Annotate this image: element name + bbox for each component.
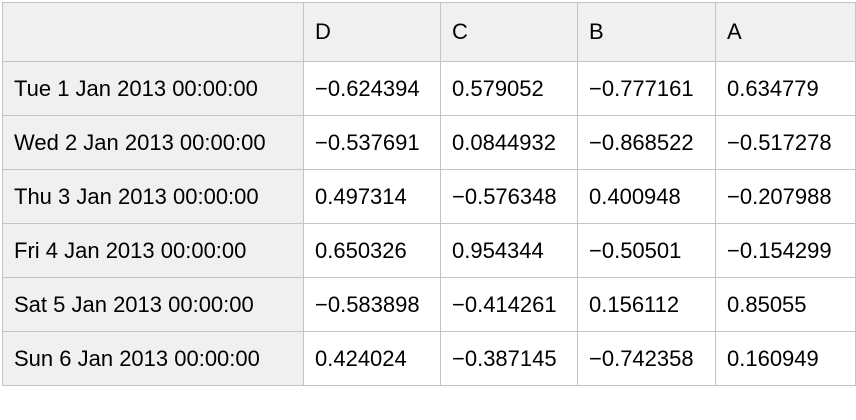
column-header-a: A [715, 2, 856, 62]
cell: −0.414261 [440, 277, 578, 332]
cell: 0.85055 [715, 277, 856, 332]
table-body: Tue 1 Jan 2013 00:00:00 −0.624394 0.579052… [2, 61, 856, 386]
table-row: Tue 1 Jan 2013 00:00:00 −0.624394 0.579052… [2, 61, 856, 116]
cell: 0.0844932 [440, 115, 578, 170]
column-header-b: B [577, 2, 716, 62]
cell: 0.497314 [303, 169, 441, 224]
cell: −0.868522 [577, 115, 716, 170]
cell: −0.742358 [577, 331, 716, 386]
cell: 0.579052 [440, 61, 578, 116]
column-header-c: C [440, 2, 578, 62]
cell: −0.537691 [303, 115, 441, 170]
row-label: Tue 1 Jan 2013 00:00:00 [2, 61, 304, 116]
cell: −0.576348 [440, 169, 578, 224]
cell: 0.156112 [577, 277, 716, 332]
cell: −0.583898 [303, 277, 441, 332]
table-row: Thu 3 Jan 2013 00:00:00 0.497314 −0.576348… [2, 169, 856, 224]
cell: −0.154299 [715, 223, 856, 278]
cell: −0.207988 [715, 169, 856, 224]
cell: 0.650326 [303, 223, 441, 278]
table-row: Fri 4 Jan 2013 00:00:00 0.650326 0.954344−… [2, 223, 856, 278]
row-label: Thu 3 Jan 2013 00:00:00 [2, 169, 304, 224]
row-label: Sat 5 Jan 2013 00:00:00 [2, 277, 304, 332]
table-row: Wed 2 Jan 2013 00:00:00 −0.537691 0.084493… [2, 115, 856, 170]
cell: −0.50501 [577, 223, 716, 278]
cell: 0.634779 [715, 61, 856, 116]
cell: −0.517278 [715, 115, 856, 170]
cell: 0.424024 [303, 331, 441, 386]
cell: −0.624394 [303, 61, 441, 116]
row-label: Fri 4 Jan 2013 00:00:00 [2, 223, 304, 278]
column-header-d: D [303, 2, 441, 62]
cell: −0.777161 [577, 61, 716, 116]
row-label: Wed 2 Jan 2013 00:00:00 [2, 115, 304, 170]
cell: 0.160949 [715, 331, 856, 386]
cell: 0.400948 [577, 169, 716, 224]
cell: 0.954344 [440, 223, 578, 278]
corner-cell [2, 2, 304, 62]
cell: −0.387145 [440, 331, 578, 386]
row-label: Sun 6 Jan 2013 00:00:00 [2, 331, 304, 386]
table-row: Sat 5 Jan 2013 00:00:00 −0.583898 −0.41426… [2, 277, 856, 332]
table-row: Sun 6 Jan 2013 00:00:00 0.424024 −0.387145… [2, 331, 856, 386]
